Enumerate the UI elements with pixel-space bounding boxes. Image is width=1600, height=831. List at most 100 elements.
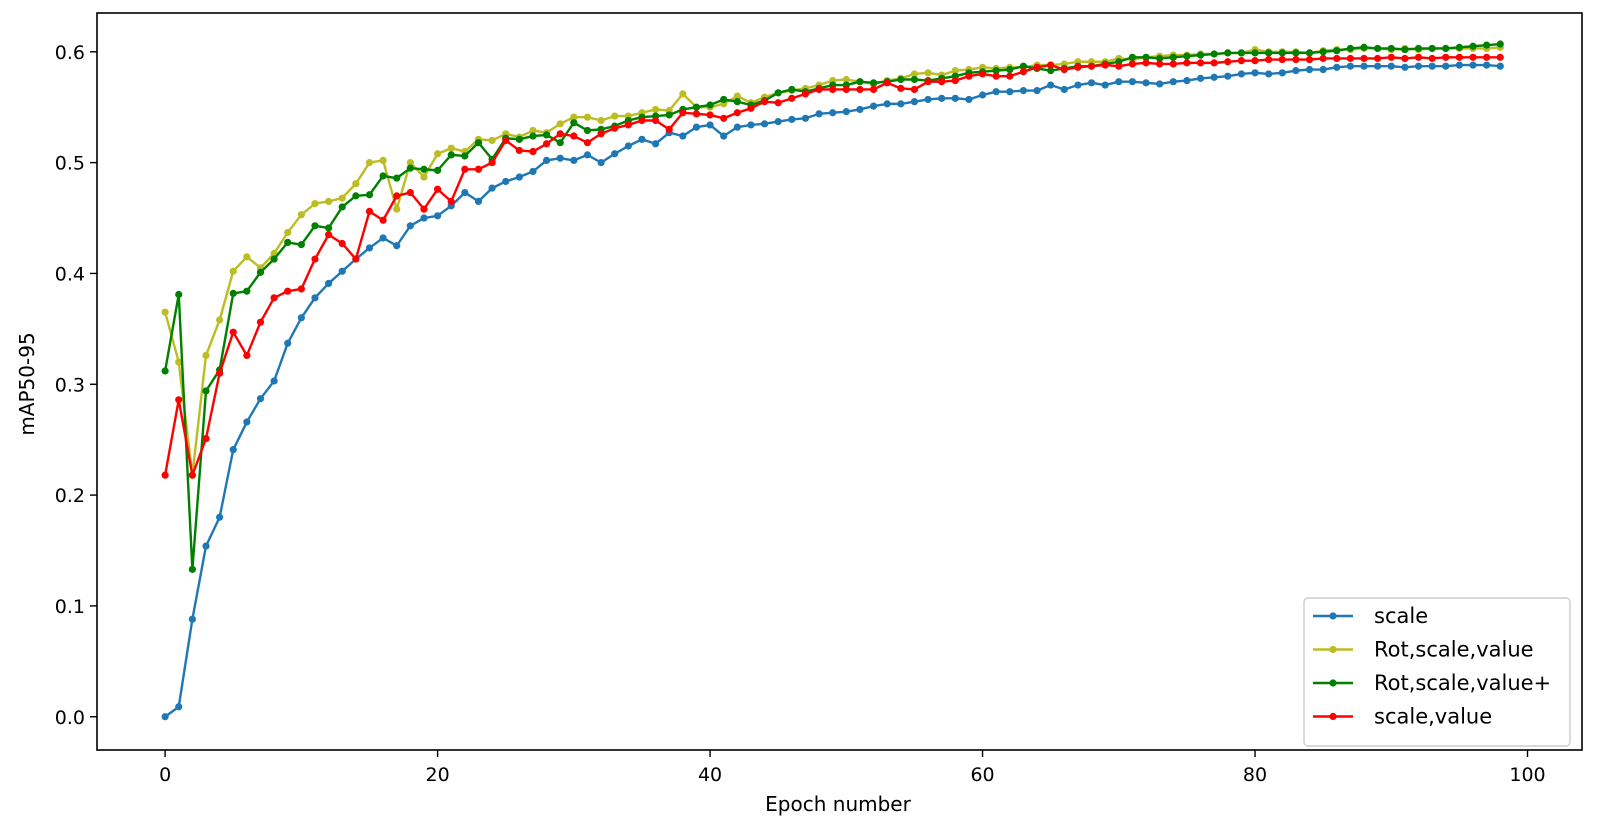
x-tick-label: 20 bbox=[426, 764, 450, 786]
data-point bbox=[692, 123, 701, 131]
data-point bbox=[270, 294, 278, 302]
data-point bbox=[365, 244, 374, 252]
data-point bbox=[1278, 69, 1286, 77]
data-point bbox=[1333, 47, 1341, 55]
data-point bbox=[1210, 73, 1218, 81]
data-point bbox=[1047, 81, 1055, 89]
data-point bbox=[434, 185, 442, 193]
data-point bbox=[434, 212, 442, 220]
data-point bbox=[1128, 53, 1137, 61]
data-point bbox=[379, 172, 387, 180]
data-point bbox=[243, 253, 251, 261]
data-point bbox=[379, 216, 387, 224]
data-point bbox=[284, 228, 292, 237]
data-point bbox=[638, 116, 646, 125]
data-point bbox=[1428, 54, 1436, 63]
data-point bbox=[1224, 72, 1232, 80]
data-point bbox=[1142, 79, 1150, 87]
data-point bbox=[270, 255, 278, 263]
data-point bbox=[733, 98, 741, 106]
data-point bbox=[1019, 68, 1028, 76]
data-point bbox=[1128, 60, 1137, 68]
data-point bbox=[788, 94, 796, 102]
data-point bbox=[965, 72, 973, 80]
data-point bbox=[393, 242, 401, 250]
legend-swatch-marker bbox=[1329, 612, 1337, 620]
y-tick-label: 0.3 bbox=[55, 374, 85, 396]
data-point bbox=[801, 90, 810, 98]
data-point bbox=[570, 113, 578, 121]
data-point bbox=[311, 200, 319, 208]
data-point bbox=[1469, 42, 1477, 50]
data-point bbox=[1483, 61, 1491, 69]
data-point bbox=[243, 287, 251, 295]
data-point bbox=[1469, 61, 1477, 69]
data-point bbox=[965, 95, 973, 104]
data-point bbox=[352, 255, 360, 263]
data-point bbox=[1156, 60, 1164, 68]
data-point bbox=[1156, 54, 1164, 63]
data-point bbox=[297, 314, 305, 322]
data-point bbox=[1183, 52, 1191, 60]
data-point bbox=[924, 69, 932, 77]
data-point bbox=[229, 267, 237, 275]
data-point bbox=[406, 188, 414, 197]
data-point bbox=[720, 95, 728, 104]
x-tick-label: 80 bbox=[1243, 764, 1267, 786]
data-point bbox=[311, 222, 319, 230]
data-point bbox=[1387, 44, 1395, 53]
y-axis-title: mAP50-95 bbox=[15, 332, 39, 435]
data-point bbox=[1496, 40, 1504, 48]
data-point bbox=[1224, 49, 1232, 57]
data-point bbox=[216, 316, 224, 324]
data-point bbox=[502, 136, 510, 145]
data-point bbox=[556, 130, 564, 138]
data-point bbox=[365, 191, 374, 199]
data-point bbox=[229, 446, 237, 454]
data-point bbox=[352, 180, 360, 188]
data-point bbox=[529, 167, 537, 176]
data-point bbox=[297, 211, 305, 219]
data-point bbox=[897, 75, 905, 84]
data-point bbox=[1251, 49, 1259, 57]
y-tick-label: 0.2 bbox=[55, 485, 85, 507]
data-point bbox=[502, 177, 510, 186]
data-point bbox=[597, 159, 605, 167]
data-point bbox=[1210, 59, 1218, 67]
data-point bbox=[992, 72, 1000, 80]
data-point bbox=[542, 131, 551, 139]
data-point bbox=[951, 67, 959, 75]
data-point bbox=[270, 377, 278, 385]
data-point bbox=[325, 224, 333, 232]
data-point bbox=[1360, 43, 1368, 51]
data-point bbox=[420, 214, 428, 222]
data-point bbox=[1128, 78, 1137, 86]
data-point bbox=[679, 90, 687, 98]
data-point bbox=[665, 125, 673, 133]
data-point bbox=[216, 369, 224, 377]
data-point bbox=[1087, 79, 1096, 87]
data-point bbox=[175, 396, 183, 404]
y-axis-ticks: 0.0 0.1 0.2 0.3 0.4 0.5 0.6 bbox=[55, 42, 97, 729]
data-point bbox=[1360, 62, 1368, 70]
data-point bbox=[938, 94, 946, 102]
data-point bbox=[692, 103, 701, 111]
data-point bbox=[597, 116, 605, 125]
data-point bbox=[365, 159, 374, 167]
x-tick-label: 0 bbox=[159, 764, 171, 786]
data-point bbox=[338, 203, 346, 211]
data-point bbox=[760, 120, 769, 128]
data-point bbox=[1305, 65, 1314, 74]
data-point bbox=[542, 156, 551, 164]
data-point bbox=[461, 165, 469, 173]
data-point bbox=[1060, 65, 1068, 74]
data-point bbox=[651, 105, 660, 114]
data-point bbox=[1115, 62, 1123, 70]
legend-entry: Rot,scale,value bbox=[1313, 638, 1534, 662]
legend-label: Rot,scale,value bbox=[1374, 638, 1534, 662]
data-point bbox=[1292, 55, 1300, 64]
data-point bbox=[1346, 62, 1354, 70]
data-point bbox=[161, 471, 169, 479]
data-point bbox=[311, 255, 319, 263]
